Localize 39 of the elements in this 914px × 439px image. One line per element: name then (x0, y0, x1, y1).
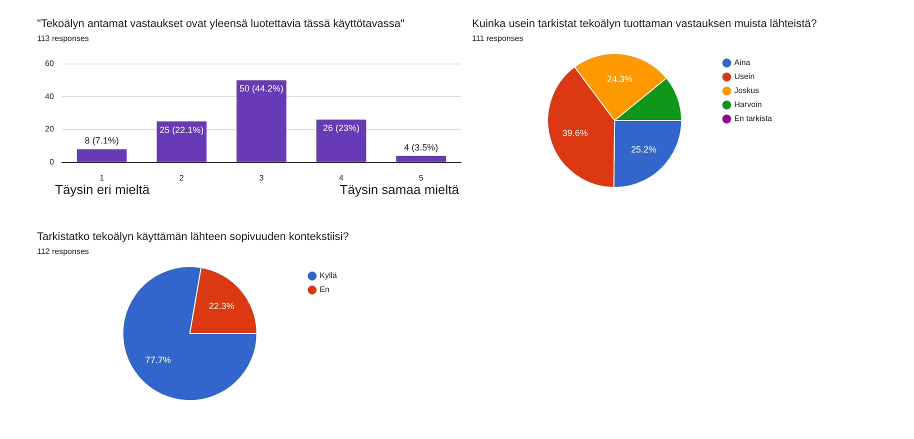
y-tick-label: 40 (44, 92, 54, 101)
legend-label: Usein (734, 72, 755, 82)
data-label: 22.3% (208, 301, 234, 312)
data-label: 24.3% (606, 74, 632, 84)
legend-label: Kyllä (320, 271, 338, 280)
text: Täysin samaa mieltä (340, 182, 459, 197)
bar (236, 80, 286, 162)
x-tick-label: 3 (259, 173, 264, 182)
text: Täysin eri mieltä (55, 182, 150, 197)
y-tick-label: 0 (49, 158, 54, 167)
chart-title: Kuinka usein tarkistat tekoälyn tuottaman vastauksen muista lähteistä? (472, 18, 817, 30)
data-label: 26 (23%) (323, 123, 360, 134)
bar (396, 156, 446, 162)
legend-label: En tarkista (734, 114, 773, 124)
chart-subtitle: 112 responses (37, 247, 90, 256)
y-tick-label: 20 (44, 124, 54, 134)
legend-label: Aina (734, 58, 751, 68)
x-tick-label: 1 (100, 173, 105, 182)
x-tick-label: 2 (179, 173, 184, 182)
data-label: 50 (44.2%) (239, 84, 284, 94)
x-tick-label: 5 (418, 173, 424, 182)
chart-subtitle: 111 responses (472, 34, 524, 43)
data-label: 8 (7.1%) (84, 136, 119, 146)
y-tick-label: 60 (44, 59, 54, 68)
chart-title: "Tekoälyn antamat vastaukset ovat yleensä luotettavia tässä käyttötavassa" (37, 18, 406, 30)
chart-title: Tarkistatko tekoälyn käyttämän lähteen sopivuuden kontekstiisi? (37, 231, 350, 243)
bar (76, 149, 127, 162)
legend-label: Harvoin (734, 100, 762, 110)
x-tick-label: 4 (339, 173, 344, 182)
legend-label: Joskus (734, 86, 760, 96)
bar (316, 120, 366, 162)
chart-subtitle: 113 responses (37, 34, 90, 43)
data-label: 25.2% (631, 144, 657, 155)
data-label: 39.6% (562, 128, 588, 138)
data-label: 4 (3.5%) (404, 142, 438, 152)
data-label: 25 (22.1%) (160, 124, 204, 135)
bar (156, 121, 207, 162)
legend-label: En (320, 285, 330, 294)
data-label: 77.7% (145, 354, 171, 365)
